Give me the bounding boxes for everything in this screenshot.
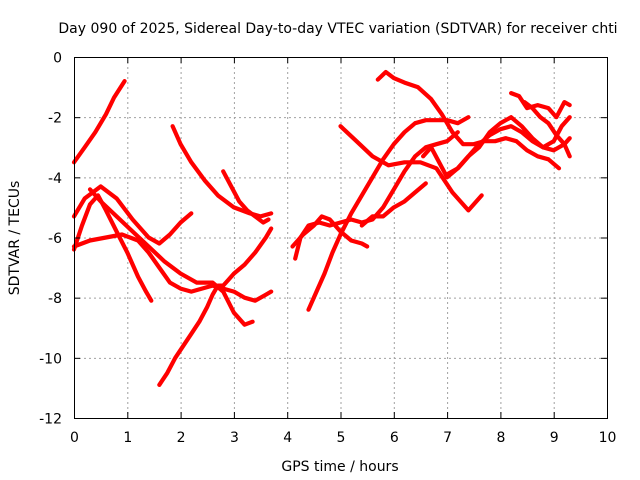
x-tick-label: 7 <box>443 430 452 446</box>
axis-ticks <box>74 57 608 419</box>
x-tick-label: 1 <box>123 430 132 446</box>
satellite-track-markers <box>361 182 427 227</box>
y-tick-label: -10 <box>39 351 62 367</box>
y-tick-label: -4 <box>48 171 62 187</box>
satellite-track-markers <box>422 125 571 179</box>
y-tick-label: -2 <box>48 111 62 127</box>
y-tick-label: -8 <box>48 291 62 307</box>
satellite-track-markers <box>339 125 483 212</box>
y-axis-label: SDTVAR / TECUs <box>7 181 23 296</box>
x-tick-label: 6 <box>390 430 399 446</box>
x-tick-label: 10 <box>599 430 617 446</box>
x-tick-label: 2 <box>177 430 186 446</box>
satellite-track-markers <box>307 116 470 311</box>
chart-title: Day 090 of 2025, Sidereal Day-to-day VTE… <box>58 21 617 37</box>
x-tick-label: 0 <box>70 430 79 446</box>
satellite-track <box>87 187 255 327</box>
x-tick-label: 9 <box>550 430 559 446</box>
satellite-track-markers <box>523 101 571 158</box>
y-tick-label: -12 <box>39 412 62 428</box>
y-tick-label: 0 <box>53 51 62 67</box>
satellite-track-markers <box>73 80 126 164</box>
y-tick-label: -6 <box>48 231 62 247</box>
satellite-track-markers <box>73 194 153 302</box>
satellite-track <box>157 226 274 387</box>
satellite-track <box>71 184 194 246</box>
x-tick-label: 5 <box>337 430 346 446</box>
data-series <box>71 69 572 387</box>
x-tick-label: 8 <box>496 430 505 446</box>
satellite-track-markers <box>222 170 270 224</box>
x-axis-label: GPS time / hours <box>281 459 398 475</box>
y-tick-labels: 0 -2 -4 -6 -8 -10 -12 <box>39 51 62 428</box>
x-tick-labels: 0 1 2 3 4 5 6 7 8 9 10 <box>70 430 616 446</box>
satellite-track-markers <box>73 185 193 245</box>
satellite-track-markers <box>510 92 571 119</box>
satellite-track-markers <box>377 71 560 170</box>
satellite-track-markers <box>73 233 272 302</box>
satellite-track-markers <box>89 188 254 326</box>
satellite-track-markers <box>446 116 571 176</box>
satellite-track <box>421 124 572 180</box>
x-tick-label: 3 <box>230 430 239 446</box>
x-tick-label: 4 <box>283 430 292 446</box>
